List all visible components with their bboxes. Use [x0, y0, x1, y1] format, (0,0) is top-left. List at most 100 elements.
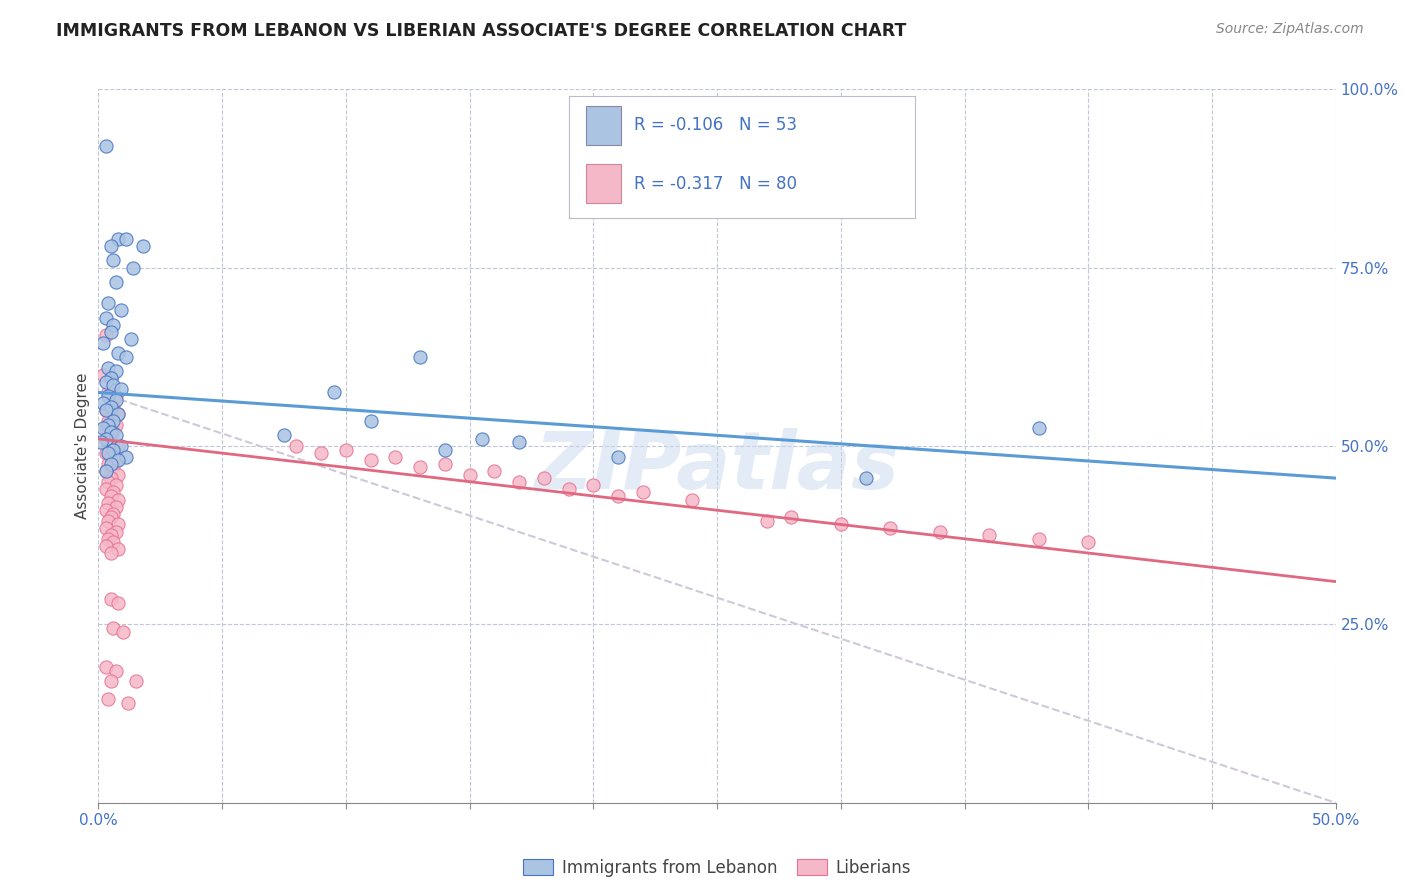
- Point: [94, 139, 117, 153]
- Point: [607, 450, 630, 464]
- Point: [94, 446, 117, 460]
- Point: [100, 425, 122, 439]
- Point: [100, 674, 122, 689]
- Point: [97, 514, 120, 528]
- Point: [97, 475, 120, 489]
- Point: [103, 442, 125, 457]
- Point: [94, 432, 117, 446]
- Point: [484, 464, 506, 478]
- Point: [97, 457, 120, 471]
- Point: [1077, 535, 1099, 549]
- Point: [107, 407, 129, 421]
- Point: [132, 239, 155, 253]
- Point: [107, 492, 129, 507]
- Point: [508, 475, 530, 489]
- Point: [122, 260, 145, 275]
- Point: [979, 528, 1001, 542]
- Point: [471, 432, 494, 446]
- Point: [93, 335, 115, 350]
- Point: [124, 674, 146, 689]
- Point: [879, 521, 901, 535]
- Point: [94, 403, 117, 417]
- Point: [97, 296, 120, 310]
- Point: [94, 539, 117, 553]
- Point: [117, 696, 139, 710]
- Point: [100, 510, 122, 524]
- Point: [273, 428, 295, 442]
- Point: [830, 517, 852, 532]
- Point: [100, 371, 122, 385]
- Point: [360, 414, 382, 428]
- Point: [309, 446, 332, 460]
- Point: [433, 442, 456, 457]
- Point: [103, 485, 125, 500]
- Point: [93, 396, 115, 410]
- Point: [97, 385, 120, 400]
- Point: [855, 471, 877, 485]
- Point: [110, 382, 132, 396]
- Point: [100, 450, 122, 464]
- Point: [104, 428, 127, 442]
- Point: [97, 532, 120, 546]
- Point: [94, 310, 117, 325]
- Point: [103, 507, 125, 521]
- Point: [93, 421, 115, 435]
- Point: [107, 232, 129, 246]
- Point: [409, 350, 432, 364]
- Point: [1028, 421, 1050, 435]
- Point: [103, 253, 125, 268]
- Point: [533, 471, 555, 485]
- Point: [681, 492, 703, 507]
- Point: [104, 364, 127, 378]
- Text: ZIPatlas: ZIPatlas: [534, 428, 900, 507]
- Point: [409, 460, 432, 475]
- Point: [114, 350, 136, 364]
- Point: [100, 471, 122, 485]
- Point: [97, 389, 120, 403]
- Point: [100, 528, 122, 542]
- Point: [94, 421, 117, 435]
- Legend: Immigrants from Lebanon, Liberians: Immigrants from Lebanon, Liberians: [523, 858, 911, 877]
- Point: [607, 489, 630, 503]
- Point: [285, 439, 308, 453]
- Point: [107, 453, 129, 467]
- Point: [100, 489, 122, 503]
- Point: [107, 517, 129, 532]
- Point: [97, 496, 120, 510]
- Point: [107, 467, 129, 482]
- Point: [100, 592, 122, 607]
- Point: [94, 403, 117, 417]
- Point: [360, 453, 382, 467]
- Point: [103, 535, 125, 549]
- Point: [97, 692, 120, 706]
- Point: [508, 435, 530, 450]
- Point: [104, 453, 127, 467]
- Point: [97, 446, 120, 460]
- Point: [103, 621, 125, 635]
- Point: [104, 524, 127, 539]
- Point: [582, 478, 605, 492]
- Point: [103, 442, 125, 457]
- Point: [755, 514, 778, 528]
- Point: [104, 275, 127, 289]
- Point: [107, 542, 129, 557]
- Point: [100, 546, 122, 560]
- Point: [100, 457, 122, 471]
- Y-axis label: Associate's Degree: Associate's Degree: [75, 373, 90, 519]
- Text: IMMIGRANTS FROM LEBANON VS LIBERIAN ASSOCIATE'S DEGREE CORRELATION CHART: IMMIGRANTS FROM LEBANON VS LIBERIAN ASSO…: [56, 22, 907, 40]
- Point: [97, 414, 120, 428]
- Point: [103, 460, 125, 475]
- Point: [94, 464, 117, 478]
- Point: [322, 385, 344, 400]
- Point: [107, 439, 129, 453]
- Point: [100, 410, 122, 425]
- Point: [433, 457, 456, 471]
- Point: [110, 439, 132, 453]
- Point: [335, 442, 357, 457]
- Point: [557, 482, 579, 496]
- Point: [100, 325, 122, 339]
- Point: [458, 467, 481, 482]
- Point: [103, 425, 125, 439]
- Point: [107, 346, 129, 360]
- Point: [104, 664, 127, 678]
